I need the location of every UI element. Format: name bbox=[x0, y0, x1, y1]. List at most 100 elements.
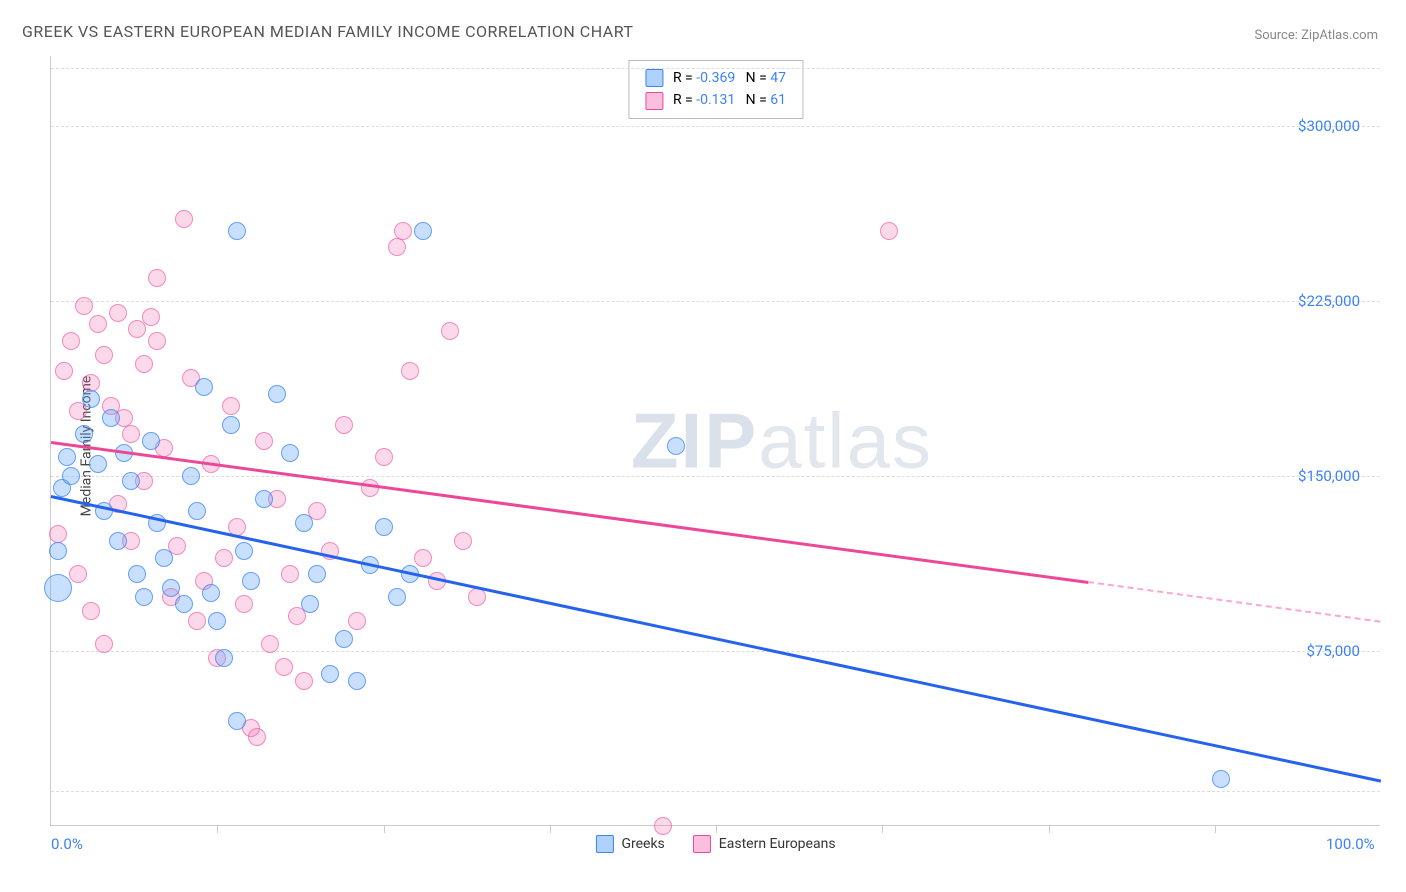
legend-text: R = -0.369 N = 47 bbox=[673, 67, 786, 89]
data-point bbox=[109, 532, 127, 550]
data-point bbox=[667, 437, 685, 455]
data-point bbox=[122, 425, 140, 443]
legend-text: R = -0.131 N = 61 bbox=[673, 89, 786, 111]
data-point bbox=[208, 612, 226, 630]
data-point bbox=[348, 672, 366, 690]
data-point bbox=[281, 444, 299, 462]
data-point bbox=[335, 630, 353, 648]
data-point bbox=[348, 612, 366, 630]
data-point bbox=[414, 549, 432, 567]
y-tick-label: $75,000 bbox=[1306, 642, 1360, 660]
x-tick bbox=[384, 825, 385, 833]
data-point bbox=[75, 297, 93, 315]
y-tick-label: $225,000 bbox=[1298, 292, 1360, 310]
data-point bbox=[248, 728, 266, 746]
x-tick bbox=[1049, 825, 1050, 833]
legend-swatch bbox=[693, 835, 711, 853]
data-point bbox=[228, 222, 246, 240]
data-point bbox=[195, 378, 213, 396]
data-point bbox=[215, 549, 233, 567]
x-tick bbox=[1215, 825, 1216, 833]
data-point bbox=[82, 374, 100, 392]
gridline bbox=[51, 791, 1380, 792]
data-point bbox=[388, 588, 406, 606]
data-point bbox=[361, 479, 379, 497]
legend-label: Greeks bbox=[621, 836, 664, 852]
data-point bbox=[295, 514, 313, 532]
data-point bbox=[454, 532, 472, 550]
data-point bbox=[162, 579, 180, 597]
legend-swatch bbox=[595, 835, 613, 853]
x-tick bbox=[716, 825, 717, 833]
gridline bbox=[51, 68, 1380, 69]
data-point bbox=[375, 518, 393, 536]
data-point bbox=[95, 635, 113, 653]
data-point bbox=[1212, 770, 1230, 788]
data-point bbox=[215, 649, 233, 667]
data-point bbox=[202, 584, 220, 602]
data-point bbox=[135, 588, 153, 606]
data-point bbox=[69, 565, 87, 583]
data-point bbox=[235, 542, 253, 560]
data-point bbox=[188, 502, 206, 520]
legend-label: Eastern Europeans bbox=[719, 836, 836, 852]
data-point bbox=[148, 269, 166, 287]
data-point bbox=[82, 602, 100, 620]
y-tick-label: $300,000 bbox=[1298, 117, 1360, 135]
data-point bbox=[468, 588, 486, 606]
series-legend: Greeks Eastern Europeans bbox=[595, 835, 835, 853]
data-point bbox=[401, 362, 419, 380]
legend-item: Eastern Europeans bbox=[693, 835, 836, 853]
data-point bbox=[295, 672, 313, 690]
data-point bbox=[235, 595, 253, 613]
data-point bbox=[89, 455, 107, 473]
data-point bbox=[102, 409, 120, 427]
data-point bbox=[880, 222, 898, 240]
x-tick-label: 0.0% bbox=[51, 835, 83, 853]
data-point bbox=[175, 595, 193, 613]
source-label: Source: ZipAtlas.com bbox=[1254, 28, 1378, 43]
data-point bbox=[49, 542, 67, 560]
regression-line bbox=[1088, 581, 1381, 623]
data-point bbox=[62, 332, 80, 350]
data-point bbox=[62, 467, 80, 485]
data-point bbox=[109, 304, 127, 322]
data-point bbox=[222, 397, 240, 415]
data-point bbox=[75, 425, 93, 443]
data-point bbox=[308, 565, 326, 583]
data-point bbox=[89, 315, 107, 333]
data-point bbox=[95, 346, 113, 364]
chart-plot-area: ZIPatlas R = -0.369 N = 47R = -0.131 N =… bbox=[50, 56, 1380, 826]
data-point bbox=[155, 549, 173, 567]
data-point bbox=[394, 222, 412, 240]
legend-row: R = -0.369 N = 47 bbox=[645, 67, 786, 89]
data-point bbox=[255, 490, 273, 508]
data-point bbox=[44, 574, 72, 602]
x-tick-label: 100.0% bbox=[1326, 835, 1375, 853]
data-point bbox=[148, 332, 166, 350]
y-tick-label: $150,000 bbox=[1298, 467, 1360, 485]
data-point bbox=[142, 308, 160, 326]
x-tick bbox=[550, 825, 551, 833]
x-tick bbox=[217, 825, 218, 833]
data-point bbox=[182, 467, 200, 485]
data-point bbox=[441, 322, 459, 340]
data-point bbox=[388, 238, 406, 256]
legend-row: R = -0.131 N = 61 bbox=[645, 89, 786, 111]
gridline bbox=[51, 651, 1380, 652]
data-point bbox=[142, 432, 160, 450]
data-point bbox=[654, 817, 672, 835]
data-point bbox=[255, 432, 273, 450]
correlation-legend: R = -0.369 N = 47R = -0.131 N = 61 bbox=[628, 60, 803, 119]
data-point bbox=[301, 595, 319, 613]
regression-line bbox=[51, 441, 1089, 583]
data-point bbox=[375, 448, 393, 466]
data-point bbox=[414, 222, 432, 240]
data-point bbox=[222, 416, 240, 434]
data-point bbox=[49, 525, 67, 543]
data-point bbox=[275, 658, 293, 676]
chart-title: GREEK VS EASTERN EUROPEAN MEDIAN FAMILY … bbox=[22, 22, 633, 41]
data-point bbox=[261, 635, 279, 653]
data-point bbox=[242, 572, 260, 590]
legend-swatch bbox=[645, 69, 663, 87]
